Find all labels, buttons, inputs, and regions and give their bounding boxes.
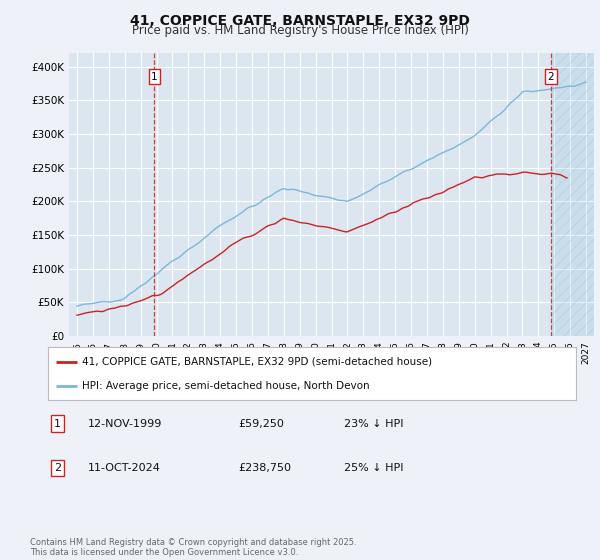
Text: HPI: Average price, semi-detached house, North Devon: HPI: Average price, semi-detached house,… (82, 381, 370, 391)
Text: 2: 2 (548, 72, 554, 82)
Text: £238,750: £238,750 (238, 463, 291, 473)
Text: 2: 2 (54, 463, 61, 473)
Text: £59,250: £59,250 (238, 418, 284, 428)
Bar (551, 53, 594, 336)
Text: 11-OCT-2024: 11-OCT-2024 (88, 463, 160, 473)
Text: 23% ↓ HPI: 23% ↓ HPI (344, 418, 403, 428)
Text: Contains HM Land Registry data © Crown copyright and database right 2025.
This d: Contains HM Land Registry data © Crown c… (30, 538, 356, 557)
Text: 41, COPPICE GATE, BARNSTAPLE, EX32 9PD (semi-detached house): 41, COPPICE GATE, BARNSTAPLE, EX32 9PD (… (82, 357, 433, 367)
Text: 1: 1 (151, 72, 158, 82)
Text: 12-NOV-1999: 12-NOV-1999 (88, 418, 162, 428)
Text: 25% ↓ HPI: 25% ↓ HPI (344, 463, 403, 473)
Text: Price paid vs. HM Land Registry's House Price Index (HPI): Price paid vs. HM Land Registry's House … (131, 24, 469, 37)
Text: 41, COPPICE GATE, BARNSTAPLE, EX32 9PD: 41, COPPICE GATE, BARNSTAPLE, EX32 9PD (130, 14, 470, 28)
Text: 1: 1 (54, 418, 61, 428)
